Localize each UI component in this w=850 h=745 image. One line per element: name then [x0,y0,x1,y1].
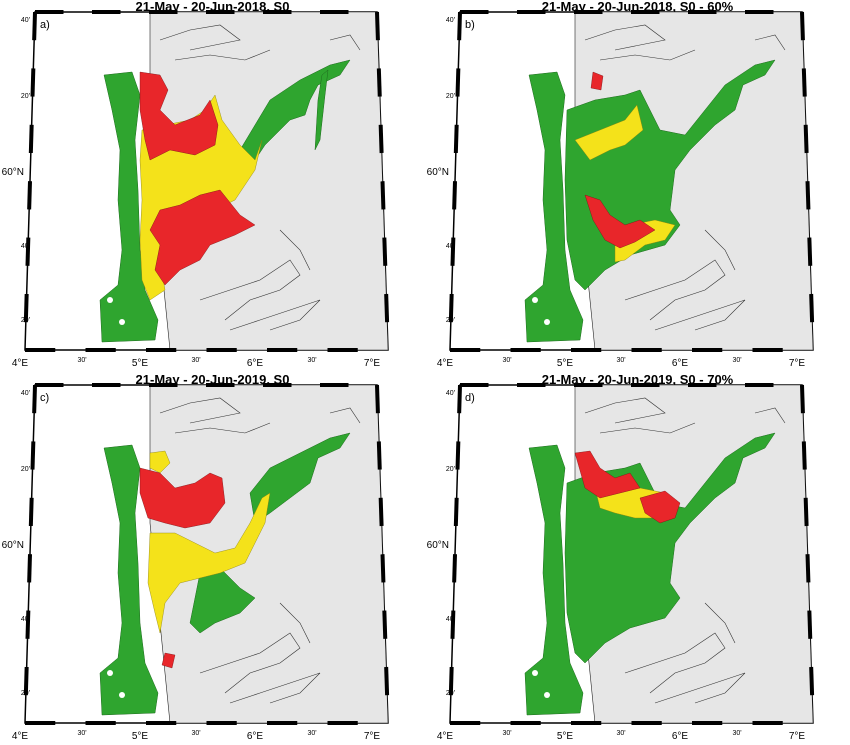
x-tick-label: 30' [307,730,316,737]
x-tick-label: 5°E [132,731,149,742]
x-tick-label: 5°E [557,358,574,369]
fjord-lines [159,24,361,331]
x-tick-label: 30' [616,730,625,737]
y-tick-label: 40' [446,243,455,250]
y-tick-label: 40' [21,243,30,250]
frame-ticks [448,383,815,725]
x-tick-label: 7°E [364,731,381,742]
x-tick-label: 30' [77,730,86,737]
x-tick-label: 7°E [789,358,806,369]
x-tick-label: 4°E [12,358,29,369]
x-tick-label: 6°E [247,731,264,742]
y-tick-label: 20' [446,93,455,100]
x-tick-label: 4°E [12,731,29,742]
x-tick-label: 30' [732,730,741,737]
x-tick-label: 30' [502,357,511,364]
y-tick-label: 60°N [2,540,24,551]
y-tick-label: 20' [21,93,30,100]
x-tick-label: 6°E [672,358,689,369]
x-tick-label: 30' [732,357,741,364]
map-panel-b: b) 4°E 5°E 6°E 7°E 30' 30' 30' 40' 20' 60°N 40' 20' [427,10,815,369]
x-tick-label: 30' [77,357,86,364]
frame-ticks [23,10,390,352]
panel-letter: d) [465,392,475,404]
frame-ticks [23,383,390,725]
panel-letter: c) [40,392,49,404]
map-panel-a: a) 4°E 5°E 6°E 7°E 30' 30' 30' 40' 20' 60°N 40' 20' [2,10,390,369]
y-tick-label: 40' [21,616,30,623]
y-tick-label: 20' [21,690,30,697]
x-tick-label: 30' [502,730,511,737]
y-tick-label: 20' [446,317,455,324]
panel-a: 21-May - 20-Jun-2018, S0 a) 4°E 5°E 6°E 7°E… [0,0,425,372]
x-tick-label: 6°E [672,731,689,742]
x-tick-label: 4°E [437,358,454,369]
x-tick-label: 30' [191,730,200,737]
exposure-zones [524,432,776,716]
y-tick-label: 40' [21,390,30,397]
x-tick-label: 5°E [557,731,574,742]
map-panel-d: d) 4°E 5°E 6°E 7°E 30' 30' 30' 40' 20' 60°N 40' 20' [427,383,815,742]
map-panel-c: c) 4°E 5°E 6°E 7°E 30' 30' 30' 40' 20' 60°N 40' 20' [2,383,390,742]
x-tick-label: 6°E [247,358,264,369]
y-tick-label: 20' [21,466,30,473]
x-tick-label: 30' [191,357,200,364]
panel-c: 21-May - 20-Jun-2019, S0 c) 4°E 5°E 6°E 7°E… [0,373,425,745]
y-tick-label: 60°N [2,167,24,178]
y-tick-label: 40' [446,17,455,24]
x-tick-label: 30' [616,357,625,364]
panel-b: 21-May - 20-Jun-2018, S0 - 60% b) 4°E 5°E… [425,0,850,372]
panel-letter: a) [40,19,50,31]
panel-letter: b) [465,19,475,31]
panel-d: 21-May - 20-Jun-2019, S0 - 70% d) 4°E 5°E… [425,373,850,745]
y-tick-label: 60°N [427,540,449,551]
x-tick-label: 4°E [437,731,454,742]
y-tick-label: 40' [21,17,30,24]
exposure-zones [524,59,776,343]
x-tick-label: 7°E [789,731,806,742]
exposure-zones [99,59,351,343]
x-tick-label: 7°E [364,358,381,369]
y-tick-label: 20' [21,317,30,324]
y-tick-label: 40' [446,390,455,397]
y-tick-label: 20' [446,690,455,697]
fjord-lines [584,397,786,704]
y-tick-label: 60°N [427,167,449,178]
y-tick-label: 20' [446,466,455,473]
frame-ticks [448,10,815,352]
x-tick-label: 5°E [132,358,149,369]
fjord-lines [584,24,786,331]
fjord-lines [159,397,361,704]
y-tick-label: 40' [446,616,455,623]
exposure-zones [99,432,351,716]
x-tick-label: 30' [307,357,316,364]
